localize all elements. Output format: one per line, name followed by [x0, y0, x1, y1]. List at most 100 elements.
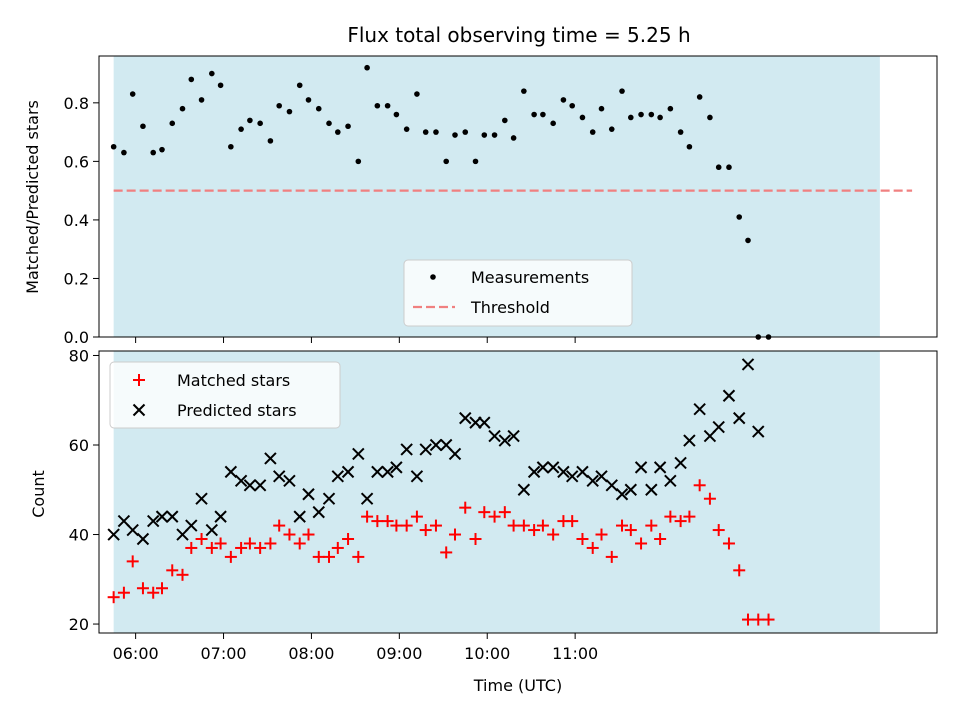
predicted-star-point	[322, 492, 336, 505]
predicted-star-stroke-b	[155, 510, 169, 523]
predicted-star-point	[448, 447, 462, 461]
measurement-point	[481, 132, 488, 138]
predicted-star-stroke-b	[546, 461, 560, 474]
predicted-star-stroke-b	[741, 358, 755, 371]
predicted-star-stroke-b	[264, 452, 277, 465]
predicted-star-point	[595, 470, 608, 483]
matched-star-point	[595, 528, 608, 541]
predicted-star-point	[429, 438, 443, 452]
predicted-star-point	[605, 479, 618, 492]
matched-star-point	[517, 519, 530, 532]
measurement-point	[228, 143, 234, 150]
matched-star-point	[205, 541, 218, 554]
matched-star-point	[283, 528, 296, 541]
matched-star-point	[624, 524, 637, 537]
matched-star-point	[390, 519, 403, 532]
matched-star-point	[381, 515, 394, 528]
predicted-star-point	[712, 420, 725, 434]
measurement-point	[452, 132, 458, 138]
predicted-star-point	[302, 488, 315, 501]
predicted-star-point	[507, 429, 520, 443]
matched-star-point	[361, 510, 374, 523]
matched-star-point	[254, 541, 267, 554]
matched-star-point	[243, 537, 256, 550]
measurement-point	[150, 149, 157, 156]
predicted-star-point	[136, 532, 150, 546]
predicted-star-point	[331, 470, 345, 483]
predicted-star-stroke-b	[390, 461, 403, 474]
predicted-star-point	[155, 510, 169, 523]
predicted-star-stroke-b	[341, 465, 355, 479]
measurement-point	[209, 70, 215, 77]
predicted-star-stroke-b	[146, 514, 160, 528]
matched-star-point	[302, 528, 315, 541]
measurement-point	[550, 120, 556, 127]
predicted-star-stroke-b	[653, 461, 667, 474]
predicted-star-point	[664, 474, 677, 488]
matched-star-point	[440, 546, 453, 559]
matched-star-point	[586, 541, 599, 554]
measurement-point	[707, 114, 713, 121]
predicted-star-stroke-b	[371, 465, 384, 479]
matched-star-point	[654, 533, 667, 545]
measurement-point	[677, 129, 684, 135]
matched-star-point	[712, 524, 725, 537]
legend-threshold-label: Threshold	[470, 298, 550, 317]
measurement-point	[560, 97, 567, 103]
matched-star-point	[683, 510, 696, 523]
matched-star-point	[566, 515, 579, 528]
measurement-point	[540, 111, 546, 118]
predicted-star-stroke-b	[595, 470, 608, 483]
measurement-point	[276, 102, 282, 109]
matched-star-point	[507, 519, 520, 532]
y-tick-label: 60	[69, 436, 89, 455]
predicted-star-point	[400, 443, 413, 456]
measurement-point	[502, 117, 508, 124]
measurement-point	[335, 129, 341, 135]
predicted-star-stroke-b	[517, 483, 531, 496]
predicted-star-point	[195, 492, 208, 505]
top-legend: Measurements Threshold	[403, 259, 633, 327]
predicted-star-point	[624, 483, 638, 496]
predicted-star-point	[634, 461, 648, 474]
predicted-star-point	[390, 461, 403, 474]
predicted-star-stroke-b	[224, 465, 238, 479]
matched-star-point	[136, 582, 149, 595]
legend-predicted-marker-b	[132, 403, 146, 417]
predicted-star-stroke-b	[507, 429, 520, 443]
measurement-point	[326, 120, 332, 127]
predicted-star-point	[293, 510, 306, 523]
measurement-point	[305, 97, 312, 103]
measurement-point	[715, 164, 722, 171]
y-tick-label: 0.8	[64, 94, 89, 113]
measurement-point	[579, 114, 586, 121]
predicted-star-stroke-b	[469, 416, 482, 429]
x-tick-label: 11:00	[552, 644, 598, 663]
measurement-point	[510, 135, 517, 141]
measurement-point	[257, 120, 263, 127]
measurement-point	[238, 126, 244, 132]
predicted-star-point	[674, 456, 687, 470]
matched-star-point	[264, 537, 277, 550]
predicted-star-point	[107, 528, 120, 541]
matched-star-point	[488, 510, 501, 523]
predicted-star-stroke-b	[527, 465, 541, 479]
predicted-star-point	[283, 474, 296, 488]
matched-star-point	[536, 519, 549, 532]
y-tick-label: 0.6	[64, 152, 89, 171]
measurement-point	[121, 149, 127, 156]
predicted-star-point	[459, 411, 472, 425]
predicted-star-point	[419, 443, 432, 456]
legend-measurement-marker	[430, 274, 436, 280]
predicted-star-stroke-b	[674, 456, 687, 470]
matched-star-point	[273, 519, 286, 532]
measurement-point	[188, 76, 195, 83]
predicted-star-stroke-b	[498, 434, 512, 447]
chart-title: Flux total observing time = 5.25 h	[347, 23, 690, 47]
predicted-star-point	[371, 465, 384, 479]
predicted-star-stroke-b	[712, 420, 725, 434]
matched-star-point	[331, 541, 344, 554]
matched-star-point	[469, 533, 482, 545]
